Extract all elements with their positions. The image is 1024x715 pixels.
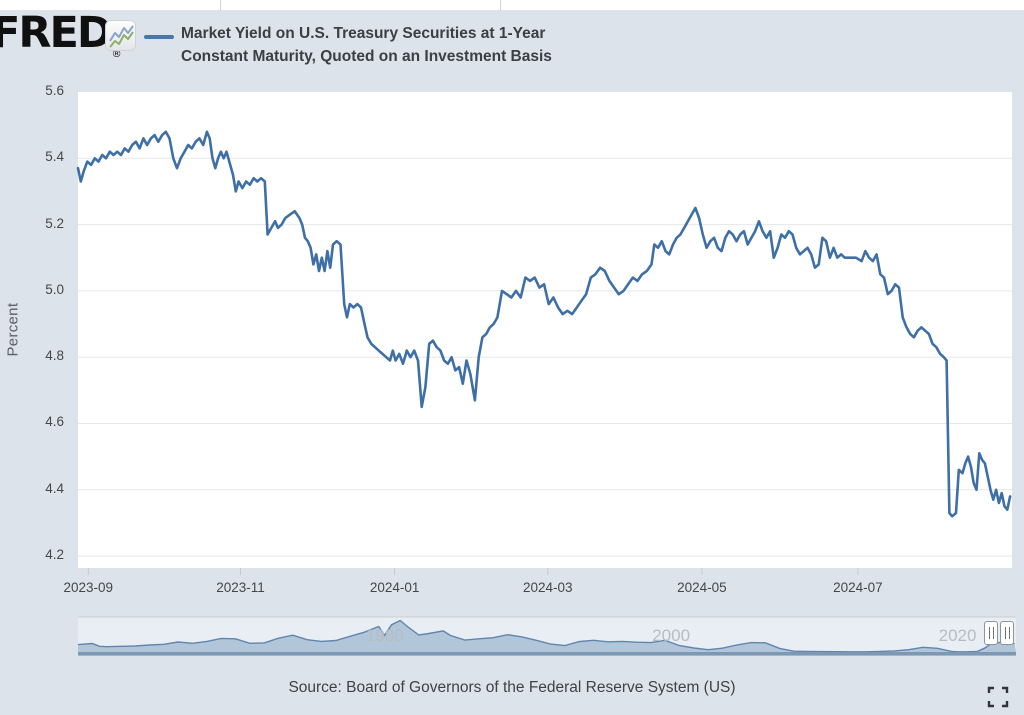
navigator-year-label: 2000 — [652, 626, 691, 645]
y-axis-tick-label: 4.6 — [45, 414, 64, 430]
series-title: Market Yield on U.S. Treasury Securities… — [181, 22, 741, 68]
y-axis-tick-label: 5.2 — [45, 215, 64, 231]
series-title-line2: Constant Maturity, Quoted on an Investme… — [181, 48, 552, 65]
source-attribution: Source: Board of Governors of the Federa… — [288, 679, 736, 696]
x-axis-tick-label: 2024-07 — [833, 580, 883, 595]
navigator-year-label: 1980 — [365, 626, 404, 645]
range-navigator[interactable] — [0, 615, 1024, 657]
tab-divider — [220, 0, 221, 11]
registered-mark: ® — [111, 49, 122, 60]
navigator-right-handle[interactable] — [1000, 621, 1014, 645]
y-axis-tick-label: 5.6 — [45, 83, 64, 98]
navigator-year-label: 2020 — [938, 626, 977, 645]
x-axis-tick-label: 2023-09 — [63, 580, 114, 595]
series-title-line1: Market Yield on U.S. Treasury Securities… — [181, 25, 546, 42]
x-axis-tick-label: 2024-03 — [523, 580, 573, 595]
x-axis-tick-label: 2024-01 — [369, 580, 420, 595]
fred-logo[interactable]: FRED® — [0, 8, 122, 60]
fred-logo-text: FRED — [0, 8, 113, 58]
x-axis-tick-label: 2023-11 — [216, 580, 265, 595]
main-chart-plot-area[interactable] — [0, 0, 1024, 614]
x-axis-tick-label: 2024-05 — [677, 580, 727, 595]
legend-line-swatch — [144, 35, 174, 39]
y-axis-tick-label: 5.4 — [45, 149, 64, 165]
navigator-left-handle[interactable] — [984, 621, 998, 645]
y-axis-tick-label: 5.0 — [45, 281, 64, 297]
y-axis-tick-label: 4.8 — [45, 348, 64, 364]
tab-divider — [500, 0, 501, 11]
top-strip — [0, 0, 1024, 11]
y-axis-tick-label: 4.2 — [45, 547, 64, 563]
fullscreen-icon[interactable] — [986, 685, 1010, 709]
y-axis-tick-label: 4.4 — [45, 480, 64, 496]
fred-sparkline-icon — [105, 20, 136, 51]
